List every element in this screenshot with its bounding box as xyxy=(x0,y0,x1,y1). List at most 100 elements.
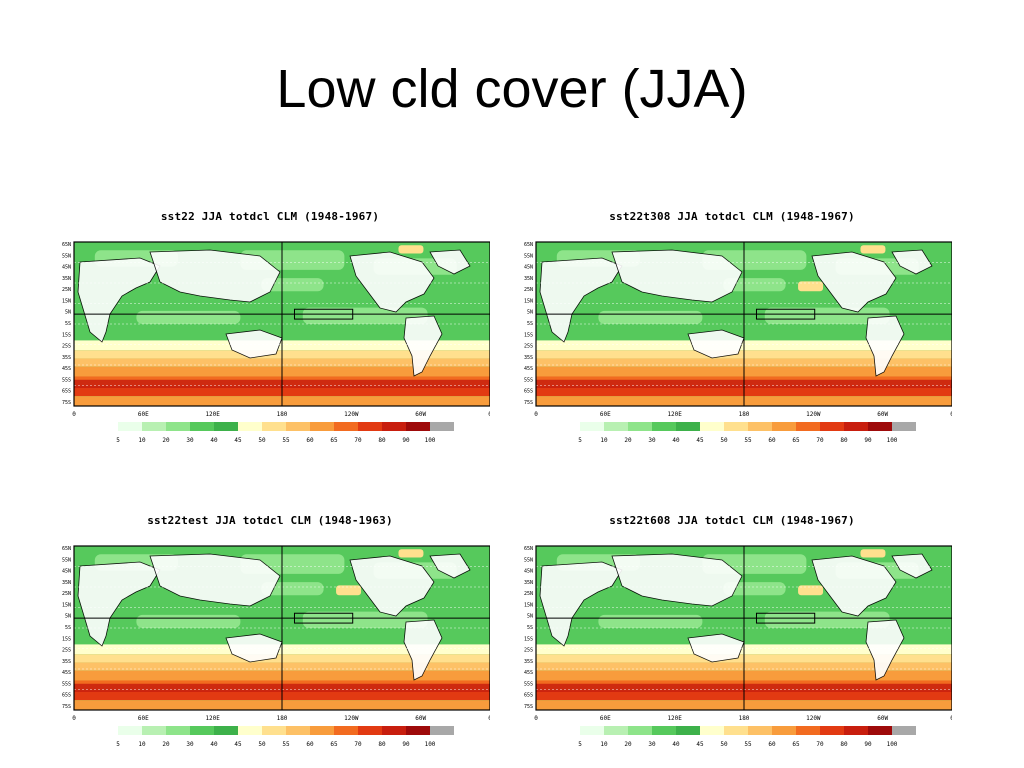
lon-tick-label: 0 xyxy=(950,715,952,722)
lon-tick-label: 0 xyxy=(72,411,76,418)
colorbar-swatch xyxy=(310,422,334,431)
colorbar-tick-label: 30 xyxy=(648,437,656,444)
panel-title: sst22test JJA totdcl CLM (1948-1963) xyxy=(147,514,393,527)
lat-tick-label: 45N xyxy=(524,569,533,575)
land-mass xyxy=(865,619,905,681)
land-mass xyxy=(811,251,897,313)
colorbar-swatch xyxy=(772,726,796,735)
colorbar-swatch xyxy=(724,726,748,735)
lat-tick-label: 25S xyxy=(62,648,71,654)
lat-tick-label: 55S xyxy=(62,377,71,383)
colorbar-swatch xyxy=(310,726,334,735)
lat-tick-label: 45S xyxy=(524,670,533,676)
lat-tick-label: 5S xyxy=(65,321,71,327)
map-panel-2: sst22t308 JJA totdcl CLM (1948-1967) 65N… xyxy=(512,210,952,450)
colorbar-tick-label: 60 xyxy=(306,437,314,444)
colorbar-swatch xyxy=(820,726,844,735)
colorbar-swatch xyxy=(820,422,844,431)
colorbar-swatch xyxy=(166,726,190,735)
lat-tick-label: 55S xyxy=(62,681,71,687)
region-box xyxy=(755,308,816,320)
colorbar: 5 10 20 30 40 45 50 55 60 65 70 80 90 100 xyxy=(116,422,454,444)
lat-tick-label: 5S xyxy=(65,625,71,631)
lat-tick-label: 15S xyxy=(524,332,533,338)
colorbar-swatch xyxy=(382,422,406,431)
colorbar-tick-label: 70 xyxy=(354,741,362,748)
low-cloud-patch xyxy=(723,582,786,596)
colorbar-tick-label: 5 xyxy=(578,437,582,444)
land-mass xyxy=(865,315,905,377)
colorbar: 5 10 20 30 40 45 50 55 60 65 70 80 90 100 xyxy=(116,726,454,748)
panel-title: sst22 JJA totdcl CLM (1948-1967) xyxy=(160,210,380,223)
lat-tick-label: 25N xyxy=(524,287,533,293)
high-cloud-patch xyxy=(336,585,362,596)
land-mass xyxy=(611,553,743,607)
land-mass xyxy=(687,329,745,359)
lat-tick-label: 25S xyxy=(524,648,533,654)
colorbar-tick-label: 60 xyxy=(768,437,776,444)
lat-tick-label: 5N xyxy=(527,614,533,620)
colorbar-tick-label: 50 xyxy=(258,741,266,748)
lat-tick-label: 5N xyxy=(65,614,71,620)
colorbar-tick-label: 50 xyxy=(720,437,728,444)
lat-tick-label: 15S xyxy=(62,636,71,642)
high-cloud-patch xyxy=(798,585,824,596)
lat-tick-label: 75S xyxy=(524,704,533,710)
land-mass xyxy=(891,249,933,275)
colorbar-swatch xyxy=(604,422,628,431)
map-frame xyxy=(535,545,952,711)
low-cloud-patch xyxy=(261,582,324,596)
colorbar-tick-label: 65 xyxy=(792,741,800,748)
colorbar-swatch xyxy=(238,726,262,735)
colorbar-swatch xyxy=(700,422,724,431)
land-mass xyxy=(811,555,897,617)
high-cloud-patch xyxy=(398,245,424,254)
cloud-cover-map: 65N 55N 45N 35N 25N 15N 5N 5S 15S 25S 35S 45S 55S 65S… xyxy=(62,241,490,418)
lon-tick-label: 120E xyxy=(667,411,682,418)
colorbar-tick-label: 100 xyxy=(425,437,436,444)
land-mass xyxy=(349,555,435,617)
colorbar-tick-label: 20 xyxy=(624,437,632,444)
colorbar-tick-label: 60 xyxy=(306,741,314,748)
lat-tick-label: 65S xyxy=(524,693,533,699)
colorbar-tick-label: 100 xyxy=(887,741,898,748)
lat-tick-label: 25N xyxy=(62,287,71,293)
land-mass xyxy=(403,315,443,377)
colorbar-swatch xyxy=(166,422,190,431)
colorbar-tick-label: 70 xyxy=(354,437,362,444)
colorbar-swatch xyxy=(676,726,700,735)
colorbar-swatch xyxy=(892,422,916,431)
colorbar-swatch xyxy=(868,726,892,735)
slide-title: Low cld cover (JJA) xyxy=(276,59,748,119)
land-mass xyxy=(687,633,745,663)
colorbar-swatch xyxy=(286,726,310,735)
colorbar-swatch xyxy=(142,726,166,735)
lat-tick-label: 55N xyxy=(62,253,71,259)
low-cloud-patch xyxy=(136,310,241,324)
colorbar-swatch xyxy=(580,422,604,431)
lon-tick-label: 120E xyxy=(205,715,220,722)
lat-tick-label: 45S xyxy=(62,366,71,372)
colorbar-swatch xyxy=(406,422,430,431)
lat-tick-label: 35S xyxy=(62,355,71,361)
land-mass xyxy=(611,249,743,303)
low-cloud-patch xyxy=(598,614,703,628)
colorbar-tick-label: 50 xyxy=(258,437,266,444)
lon-tick-label: 60W xyxy=(415,715,426,722)
lat-tick-label: 65S xyxy=(62,389,71,395)
colorbar-tick-label: 40 xyxy=(210,437,218,444)
lon-tick-label: 0 xyxy=(488,411,490,418)
high-cloud-patch xyxy=(398,549,424,558)
cloud-cover-map: 65N 55N 45N 35N 25N 15N 5N 5S 15S 25S 35S 45S 55S 65S… xyxy=(524,241,952,418)
lon-tick-label: 60W xyxy=(415,411,426,418)
lat-tick-label: 55N xyxy=(524,557,533,563)
lon-tick-label: 0 xyxy=(534,411,538,418)
lat-tick-label: 5S xyxy=(527,625,533,631)
lat-tick-label: 45N xyxy=(62,569,71,575)
lat-tick-label: 15N xyxy=(524,298,533,304)
lon-tick-label: 120W xyxy=(344,715,359,722)
cloud-cover-map: 65N 55N 45N 35N 25N 15N 5N 5S 15S 25S 35S 45S 55S 65S… xyxy=(524,545,952,722)
low-cloud-patch xyxy=(723,278,786,292)
colorbar-tick-label: 45 xyxy=(234,741,242,748)
lon-tick-label: 120W xyxy=(344,411,359,418)
